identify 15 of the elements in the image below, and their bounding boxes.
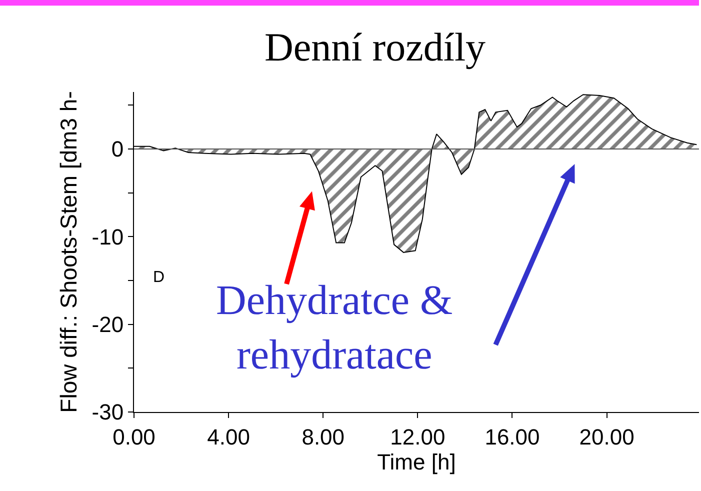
annotation: D (153, 269, 165, 286)
y-tick-label: -20 (92, 312, 124, 338)
y-tick-label: -10 (92, 224, 124, 250)
x-tick-label: 20.00 (579, 424, 634, 450)
y-tick-label: 0 (111, 136, 124, 162)
annotation: Dehydratce & rehydratace (216, 278, 453, 379)
x-tick-label: 4.00 (207, 424, 250, 450)
y-axis-title: Flow diff.: Shoots-Stem [dm3 h- (55, 91, 82, 413)
x-tick-label: 16.00 (484, 424, 540, 450)
x-tick-label: 8.00 (302, 424, 345, 450)
x-axis-title: Time [h] (377, 449, 456, 474)
x-tick-label: 0.00 (112, 424, 156, 450)
chart-title: Denní rozdíly (264, 24, 486, 70)
y-tick-label: -30 (92, 400, 124, 425)
x-tick-label: 12.00 (390, 424, 446, 450)
